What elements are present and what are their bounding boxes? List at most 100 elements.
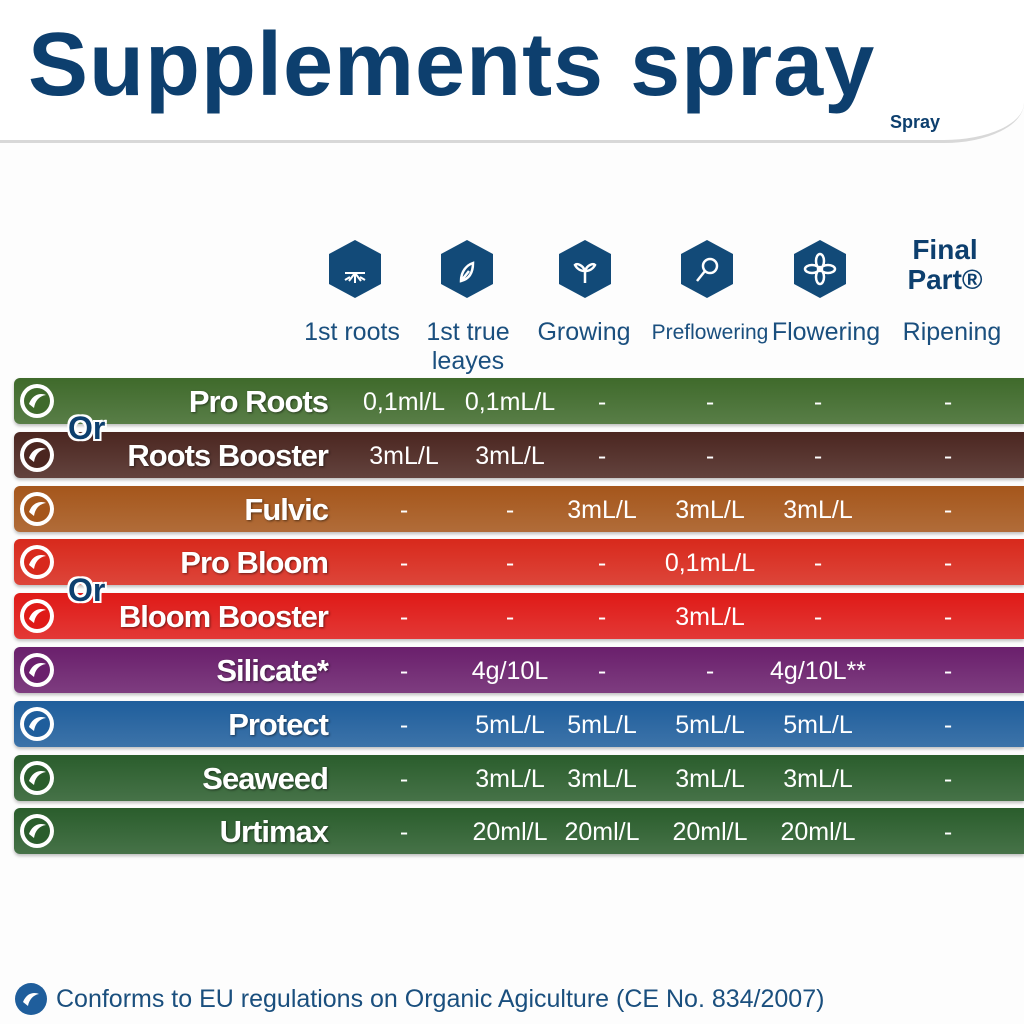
table-row: Seaweed - 3mL/L 3mL/L 3mL/L 3mL/L -: [14, 754, 1024, 801]
row-value: 20ml/L: [564, 818, 640, 847]
stage-label: Ripening: [902, 318, 1002, 346]
table-row: Pro Bloom - - - 0,1mL/L - -: [14, 539, 1024, 586]
row-value: -: [705, 388, 715, 416]
table-row: Urtimax - 20ml/L 20ml/L 20ml/L 20ml/L -: [14, 808, 1024, 855]
row-value: 5mL/L: [783, 710, 853, 739]
stage-label: Flowering: [771, 318, 881, 346]
row-value: 3mL/L: [675, 495, 745, 524]
row-value: 5mL/L: [567, 710, 637, 739]
row-value: -: [943, 495, 953, 524]
row-value: -: [399, 764, 409, 793]
row-logo: [20, 814, 54, 849]
table-row: Roots Booster 3mL/L 3mL/L - - - -: [14, 431, 1024, 478]
row-value: -: [505, 495, 515, 524]
row-value: -: [597, 603, 607, 632]
row-value: 20ml/L: [472, 818, 548, 847]
title: Supplements spray: [28, 15, 876, 115]
row-name: Fulvic: [244, 491, 329, 527]
subtitle: Spray: [890, 112, 941, 132]
row-value: -: [597, 441, 607, 470]
row-value: 3mL/L: [675, 764, 745, 793]
row-name: Silicate*: [216, 653, 329, 688]
row-value: -: [705, 441, 715, 470]
row-value: -: [943, 710, 953, 739]
row-value: 3mL/L: [675, 603, 745, 632]
or-label: Or: [68, 572, 106, 608]
row-name: Pro Roots: [188, 384, 329, 419]
stage-label: Preflowering: [651, 321, 769, 344]
row-logo: [20, 384, 54, 418]
stage-icon: [441, 240, 493, 298]
row-value: 3mL/L: [475, 441, 545, 470]
row-value: -: [813, 441, 823, 470]
row-value: -: [813, 603, 823, 632]
row-value: -: [597, 388, 607, 416]
row-value: 3mL/L: [567, 495, 637, 524]
table-row: Protect - 5mL/L 5mL/L 5mL/L 5mL/L -: [14, 700, 1024, 747]
stage-icon: [794, 240, 846, 298]
row-value: 5mL/L: [475, 710, 545, 739]
row-value: -: [943, 764, 953, 793]
table-row: Bloom Booster - - - 3mL/L - -: [14, 593, 1024, 640]
row-logo: [20, 599, 54, 634]
header: Supplements spray Spray: [0, 0, 1024, 143]
row-name: Seaweed: [202, 760, 329, 796]
footer-logo: [15, 983, 47, 1015]
row-value: -: [597, 657, 607, 685]
row-value: 4g/10L**: [770, 657, 866, 685]
row-logo: [20, 491, 54, 526]
stage-icon: [681, 240, 733, 298]
row-value: 3mL/L: [783, 495, 853, 524]
row-logo: [20, 653, 54, 687]
row-logo: [20, 706, 54, 741]
row-name: Roots Booster: [127, 437, 329, 473]
row-value: 5mL/L: [675, 710, 745, 739]
or-label: Or: [68, 410, 106, 446]
table-row: Silicate* - 4g/10L - - 4g/10L** -: [14, 647, 1024, 693]
row-name: Bloom Booster: [118, 599, 329, 635]
row-value: -: [399, 549, 409, 578]
row-value: -: [943, 818, 953, 847]
row-value: -: [943, 441, 953, 470]
row-value: -: [505, 549, 515, 578]
stage-icon: [559, 240, 611, 298]
table-row: Fulvic - - 3mL/L 3mL/L 3mL/L -: [14, 485, 1024, 532]
row-value: 3mL/L: [369, 441, 439, 470]
stage-label: 1st roots: [304, 318, 400, 346]
row-value: 20ml/L: [672, 818, 748, 847]
row-logo: [20, 760, 54, 795]
row-value: 20ml/L: [780, 818, 856, 847]
footer-text: Conforms to EU regulations on Organic Ag…: [56, 985, 825, 1013]
row-value: 3mL/L: [567, 764, 637, 793]
row-logo: [20, 437, 54, 472]
row-value: -: [813, 388, 823, 416]
row-value: 3mL/L: [783, 764, 853, 793]
stage-icon: [329, 240, 381, 298]
final-part: Final Part®: [907, 234, 983, 295]
row-value: -: [943, 549, 953, 578]
row-value: -: [943, 603, 953, 632]
row-value: 4g/10L: [471, 657, 549, 685]
row-value: -: [943, 388, 953, 416]
row-name: Protect: [228, 706, 329, 742]
row-value: -: [505, 603, 515, 632]
row-value: -: [597, 549, 607, 578]
stage-label: 1st true leayes: [426, 318, 510, 375]
row-value: -: [399, 603, 409, 632]
row-value: -: [705, 657, 715, 685]
stage-label: Growing: [537, 318, 631, 346]
row-value: -: [399, 657, 409, 685]
row-value: -: [399, 495, 409, 524]
row-logo: [20, 545, 54, 580]
row-value: 3mL/L: [475, 764, 545, 793]
row-value: -: [399, 710, 409, 739]
row-value: -: [399, 818, 409, 847]
row-name: Urtimax: [219, 814, 329, 850]
row-value: -: [943, 657, 953, 685]
row-value: -: [813, 549, 823, 578]
row-value: 0,1ml/L: [363, 388, 445, 416]
row-value: 0,1mL/L: [664, 549, 756, 578]
table-row: Pro Roots 0,1ml/L 0,1mL/L - - - -: [14, 378, 1024, 424]
row-value: 0,1mL/L: [464, 388, 556, 416]
